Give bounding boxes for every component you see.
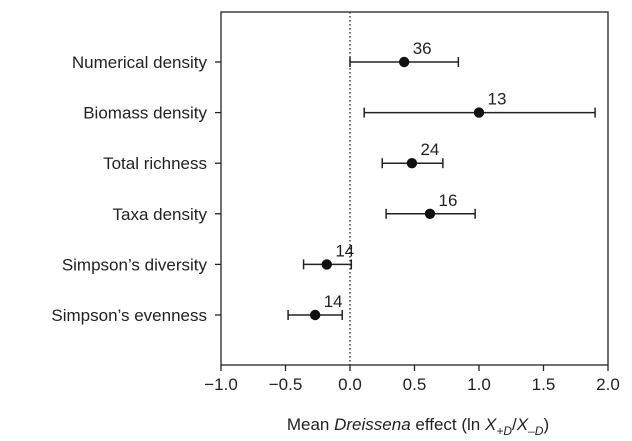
mean-point — [309, 309, 321, 321]
sample-size-label: 14 — [335, 241, 354, 260]
x-axis-ticks: −1.0 −0.5 0.0 0.5 1.0 1.5 2.0 — [204, 365, 620, 394]
x-tick-label: 1.0 — [467, 375, 491, 394]
category-label: Simpson’s diversity — [62, 255, 208, 274]
x-tick-label: −0.5 — [269, 375, 303, 394]
sample-size-label: 36 — [413, 39, 432, 58]
category-label: Biomass density — [83, 104, 207, 123]
x-tick-label: 0.0 — [338, 375, 362, 394]
category-label: Total richness — [103, 154, 207, 173]
sample-size-label: 16 — [439, 191, 458, 210]
category-label: Taxa density — [113, 205, 208, 224]
y-tick-marks — [215, 61, 221, 316]
sample-size-label: 24 — [420, 140, 439, 159]
x-tick-label: 1.5 — [532, 375, 556, 394]
mean-point — [321, 259, 332, 270]
mean-point — [398, 56, 410, 68]
x-tick-label: 2.0 — [596, 375, 620, 394]
sample-size-label: 13 — [488, 90, 507, 109]
sample-size-label: 14 — [324, 292, 343, 311]
plot-frame — [220, 11, 609, 366]
category-label: Numerical density — [72, 53, 208, 72]
x-tick-label: 0.5 — [403, 375, 427, 394]
category-label: Simpson’s evenness — [51, 306, 207, 325]
data-marks: 36 13 24 16 14 14 — [287, 39, 596, 321]
x-axis-label: Mean Dreissena effect (ln X+D/X–D) — [287, 415, 549, 438]
x-tick-label: −1.0 — [204, 375, 238, 394]
category-labels: Numerical density Biomass density Total ri… — [51, 53, 207, 325]
mean-point — [473, 107, 485, 118]
mean-point — [424, 208, 436, 219]
mean-point — [406, 158, 418, 169]
